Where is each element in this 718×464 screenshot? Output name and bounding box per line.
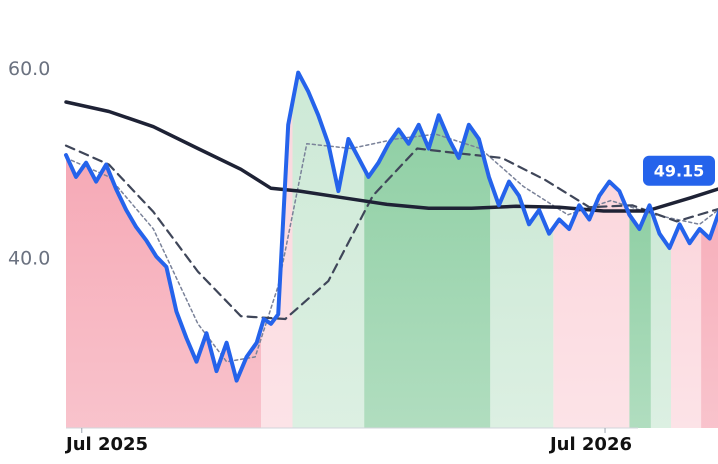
last-value-label: 49.15 [654,162,705,181]
x-tick-label: Jul 2026 [548,434,632,455]
x-tick-labels: Jul 2025 Jul 2026 [64,428,632,455]
x-tick-label: Jul 2025 [64,434,148,455]
y-tick-labels: 60.0 40.0 [8,58,50,270]
y-tick-label: 60.0 [8,58,50,80]
last-value-badge-box [643,155,715,186]
regime-band-strong-up [364,115,491,429]
y-tick-label: 40.0 [8,247,50,269]
regime-band-strong-down [66,155,261,428]
price-line [64,70,718,383]
last-value-badge: 49.15 [643,155,715,186]
regime-band-weak-up [292,72,365,428]
regime-band-weak-up [490,180,554,428]
mid-ma-line [64,144,718,321]
regime-band-strong-up [629,205,651,428]
regime-band-weak-down [553,181,630,428]
series-lines [64,70,718,383]
regime-band-weak-down [261,102,293,429]
regime-band-weak-down [671,224,702,428]
regime-band-weak-up [650,209,671,428]
long-ma-line [64,100,718,213]
regime-band-strong-down [701,214,718,428]
